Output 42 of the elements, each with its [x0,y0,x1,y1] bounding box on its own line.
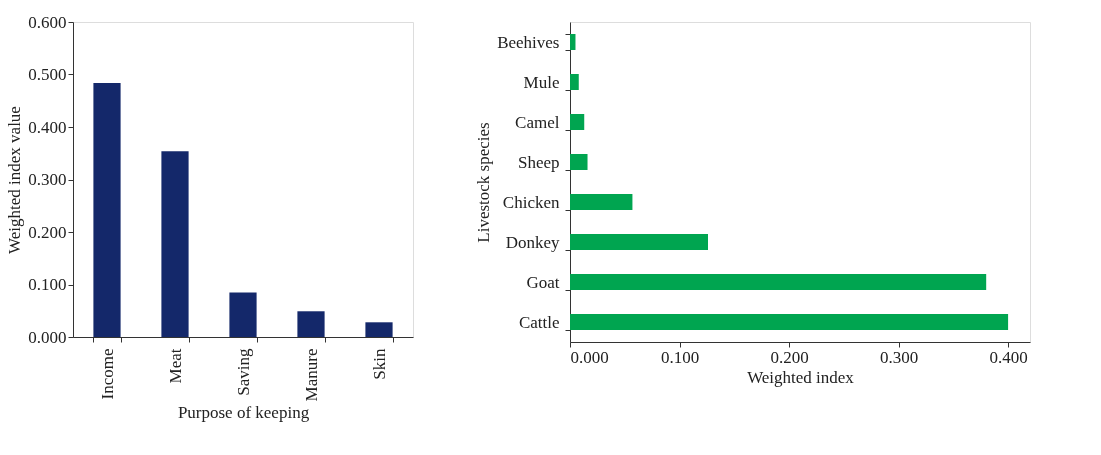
y-tick-label: 0.600 [28,12,67,32]
x-tick-label: 0.400 [989,347,1028,367]
bar [161,151,189,337]
y-tick-label: 0.400 [28,117,67,137]
y-tick-label: Chicken [502,192,560,212]
bar [297,311,325,337]
y-tick-label: 0.100 [28,275,67,294]
bar [570,194,633,210]
y-tick-label: 0.000 [28,327,67,347]
x-tick-label: Income [97,348,117,400]
bar [570,114,585,130]
x-tick-label: 0.200 [770,347,809,367]
x-tick-label: Skin [369,348,389,380]
y-axis-title: Weighted index value [5,106,25,254]
y-tick-label: Cattle [518,312,560,332]
x-tick-label: 0.000 [570,347,609,367]
y-tick-label: 0.500 [28,65,67,84]
x-tick-label: 0.300 [879,347,919,367]
bar [570,234,708,250]
bar [570,34,576,50]
y-tick-label: Mule [523,72,560,92]
y-tick-label: 0.300 [28,170,67,189]
y-tick-label: Sheep [517,152,560,172]
x-tick-label: Meat [165,348,185,384]
bar [365,322,393,337]
x-axis-title: Purpose of keeping [177,403,310,423]
bar [570,154,588,170]
y-tick-label: 0.200 [28,222,67,242]
bar [570,274,987,290]
x-tick-label: 0.100 [660,347,700,367]
x-axis-title: Weighted index [747,367,855,387]
y-tick-label: Goat [526,272,560,292]
x-tick-label: Saving [233,348,253,396]
bar [93,82,121,337]
bar [570,314,1009,330]
y-tick-label: Donkey [505,232,560,252]
y-axis-title: Livestock species [474,122,494,243]
bar [229,292,257,337]
y-tick-label: Camel [515,112,560,132]
y-tick-label: Beehives [497,32,560,52]
bar [570,74,579,90]
x-tick-label: Manure [301,348,321,402]
